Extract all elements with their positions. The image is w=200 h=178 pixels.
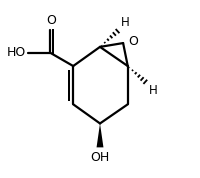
Text: HO: HO	[7, 46, 26, 59]
Text: OH: OH	[90, 151, 110, 164]
Text: O: O	[47, 14, 56, 27]
Text: H: H	[149, 84, 158, 97]
Polygon shape	[97, 124, 103, 147]
Text: O: O	[128, 35, 138, 48]
Text: H: H	[121, 16, 130, 29]
